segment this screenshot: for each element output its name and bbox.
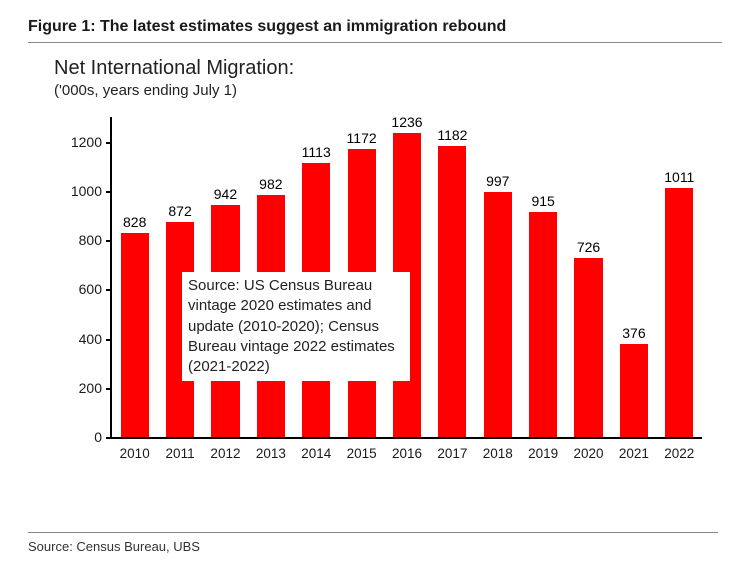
bar-value-label: 1113: [302, 144, 331, 160]
x-tick-label: 2011: [166, 446, 195, 461]
y-tick-label: 600: [58, 281, 102, 297]
x-tick-label: 2020: [574, 446, 604, 461]
x-tick-label: 2010: [120, 446, 150, 461]
x-tick-label: 2016: [392, 446, 422, 461]
page: Figure 1: The latest estimates suggest a…: [0, 0, 750, 568]
bar: [438, 146, 466, 437]
chart-title: Net International Migration:: [54, 57, 722, 80]
x-tick-label: 2022: [664, 446, 694, 461]
x-tick-label: 2021: [619, 446, 649, 461]
plot-region: 0200400600800100012008282010872201194220…: [110, 117, 702, 439]
y-tick: [106, 437, 112, 439]
x-tick-label: 2012: [210, 446, 240, 461]
y-tick: [106, 191, 112, 193]
bar-value-label: 376: [622, 325, 645, 341]
bar-value-label: 872: [168, 203, 191, 219]
bar: [574, 258, 602, 437]
x-tick-label: 2014: [301, 446, 331, 461]
x-tick-label: 2015: [347, 446, 377, 461]
y-tick-label: 800: [58, 232, 102, 248]
y-tick-label: 0: [58, 429, 102, 445]
source-line: Source: Census Bureau, UBS: [28, 532, 718, 554]
y-tick: [106, 388, 112, 390]
bar: [620, 344, 648, 437]
bar-value-label: 997: [486, 173, 509, 189]
chart-subtitle: ('000s, years ending July 1): [54, 82, 722, 99]
y-tick: [106, 142, 112, 144]
y-tick-label: 200: [58, 380, 102, 396]
bar-value-label: 1011: [664, 169, 694, 185]
y-tick: [106, 240, 112, 242]
chart-area: 0 200 400 600 800 1000 1200 828 2010 872 2011 942 20…: [54, 107, 714, 467]
y-tick-label: 400: [58, 331, 102, 347]
y-tick: [106, 289, 112, 291]
bar-value-label: 915: [531, 193, 554, 209]
bar: [529, 212, 557, 437]
y-tick-label: 1000: [58, 183, 102, 199]
x-tick-label: 2017: [437, 446, 467, 461]
bar-value-label: 726: [577, 239, 600, 255]
chart-source-note: Source: US Census Bureau vintage 2020 es…: [182, 272, 410, 381]
bar: [665, 188, 693, 437]
x-tick-label: 2018: [483, 446, 513, 461]
bar-value-label: 942: [214, 186, 237, 202]
bar-value-label: 1236: [391, 114, 422, 130]
bar: [121, 233, 149, 437]
x-tick-label: 2013: [256, 446, 286, 461]
y-tick-label: 1200: [58, 134, 102, 150]
bar: [484, 192, 512, 437]
x-tick-label: 2019: [528, 446, 558, 461]
bar-value-label: 828: [123, 214, 146, 230]
bar-value-label: 1182: [437, 127, 467, 143]
bar-value-label: 982: [259, 176, 282, 192]
y-tick: [106, 339, 112, 341]
figure-title: Figure 1: The latest estimates suggest a…: [28, 18, 722, 43]
bar-value-label: 1172: [347, 130, 377, 146]
